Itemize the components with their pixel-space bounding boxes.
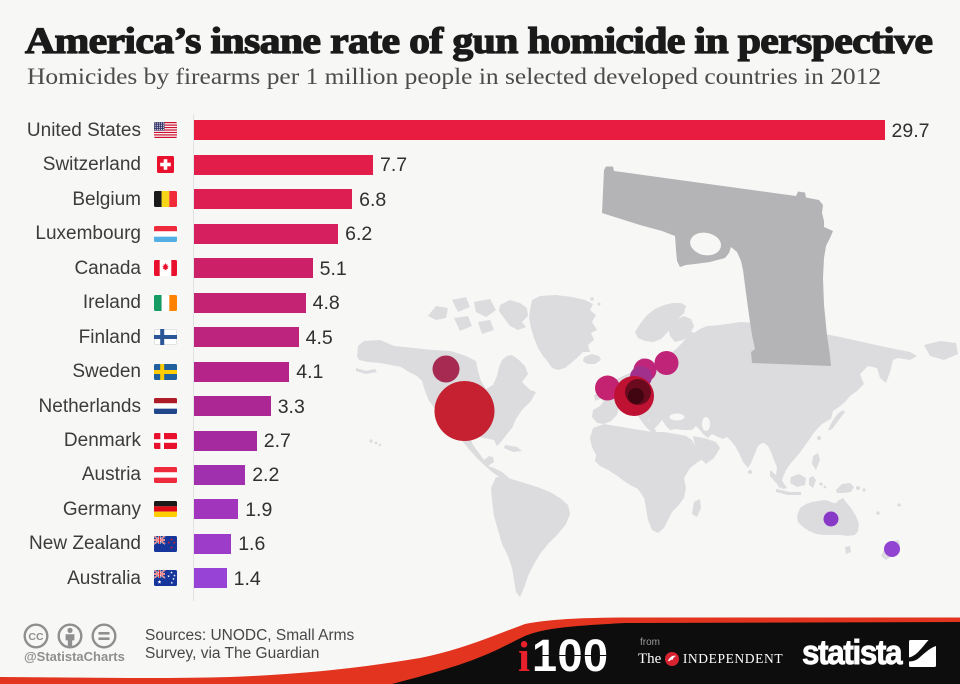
svg-text:CC: CC — [28, 631, 44, 643]
